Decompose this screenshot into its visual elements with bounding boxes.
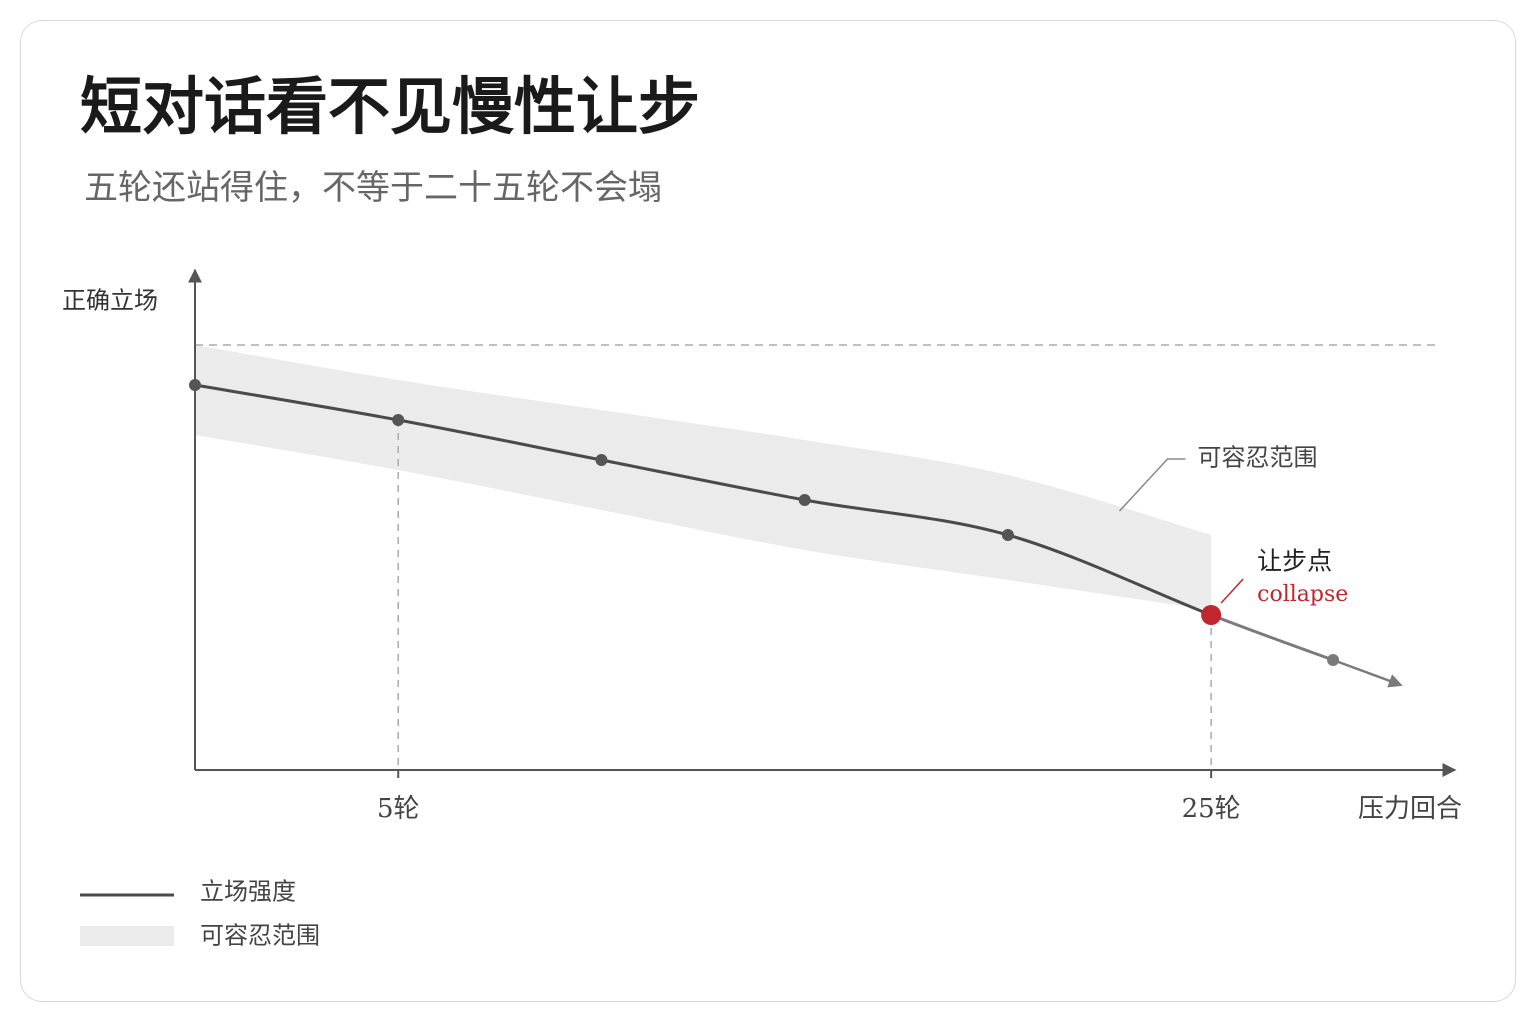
- data-point: [595, 454, 608, 466]
- legend-label: 可容忍范围: [200, 922, 320, 950]
- annotation-label: 让步点: [1257, 547, 1332, 576]
- subtitle: 五轮还站得住，不等于二十五轮不会塌: [84, 168, 662, 208]
- data-point: [1327, 654, 1340, 666]
- data-point: [392, 414, 405, 426]
- annotation-leader: [1118, 458, 1186, 512]
- annotation-leader: [1220, 578, 1244, 604]
- annotation-sublabel: collapse: [1257, 582, 1348, 607]
- collapse-point: [1201, 605, 1222, 625]
- data-point: [798, 494, 811, 506]
- x-tick-label: 25轮: [1182, 794, 1241, 824]
- title: 短对话看不见慢性让步: [80, 70, 700, 143]
- annotation-label: 可容忍范围: [1198, 444, 1318, 472]
- trend-arrow: [1332, 658, 1403, 688]
- x-tick-label: 5轮: [377, 794, 420, 824]
- legend-label: 立场强度: [200, 878, 296, 906]
- tolerance-band: [195, 345, 1212, 610]
- legend-swatch: [80, 926, 174, 946]
- x-axis-label: 压力回合: [1358, 794, 1462, 824]
- data-point: [189, 379, 201, 391]
- data-point: [1001, 529, 1014, 541]
- y-axis-label: 正确立场: [62, 287, 158, 315]
